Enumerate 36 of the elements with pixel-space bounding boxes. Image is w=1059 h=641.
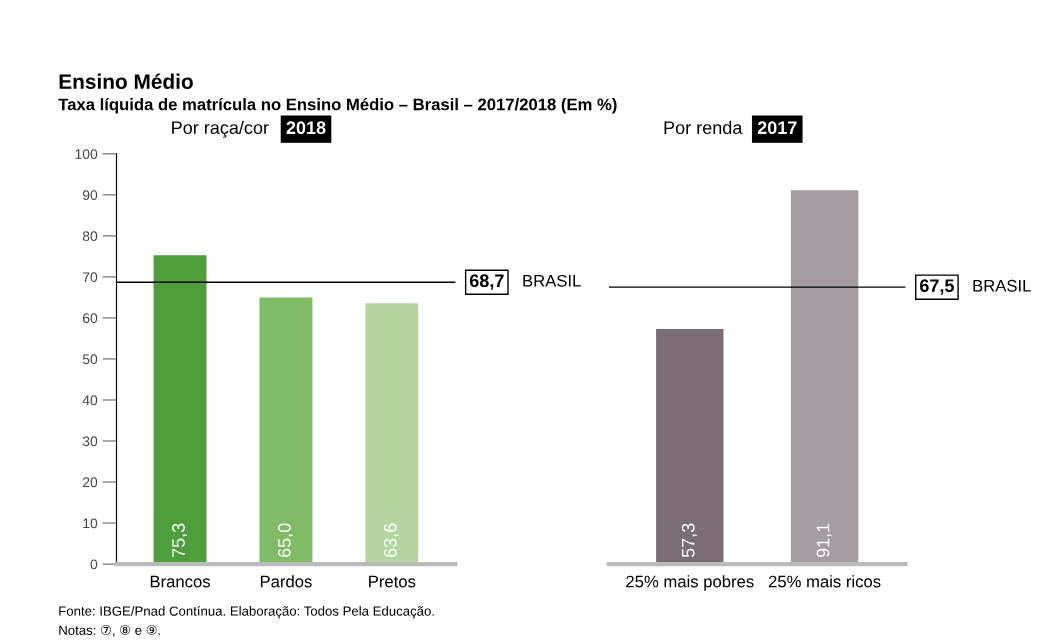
bar xyxy=(153,255,207,565)
source-note: Fonte: IBGE/Pnad Contínua. Elaboração: Todos Pela Educação. xyxy=(59,605,434,619)
data-label: 75,3 xyxy=(172,523,188,557)
data-label: 91,1 xyxy=(816,523,832,558)
ref-line-label: 67,5 xyxy=(919,279,954,295)
x-tick-label: Pretos xyxy=(369,575,416,588)
y-tick-label: 20 xyxy=(82,477,98,488)
y-tick-label: 90 xyxy=(82,190,98,201)
text: Notas: ⑦, ⑧ e ⑨. xyxy=(59,625,160,637)
data-label: 57,3 xyxy=(681,523,697,558)
ref-line-label: 68,7 xyxy=(469,274,504,290)
text: 2018 xyxy=(286,121,326,135)
y-tick-label: 80 xyxy=(82,231,98,242)
text: 2017 xyxy=(757,121,797,135)
text: Por raça/cor xyxy=(172,120,269,138)
y-tick-label: 10 xyxy=(83,518,98,529)
text: BRASIL xyxy=(973,279,1031,292)
data-label: 65,0 xyxy=(277,523,293,558)
x-tick-label: Pardos xyxy=(260,575,312,588)
y-tick-label: 70 xyxy=(83,272,98,283)
x-tick-label: 25% mais ricos xyxy=(768,575,881,588)
bar xyxy=(365,303,419,565)
chart-title: Ensino Médio xyxy=(59,73,193,89)
data-label: 63,6 xyxy=(383,523,399,558)
chart-subtitle: Taxa líquida de matrícula no Ensino Médio – Brasil – 2017/2018 (Em %) xyxy=(58,97,617,114)
y-tick-label: 100 xyxy=(75,149,98,160)
text: BRASIL xyxy=(523,274,581,287)
x-tick-label: 25% mais pobres xyxy=(626,575,754,591)
bar xyxy=(259,297,313,565)
x-tick-label: Brancos xyxy=(150,575,210,588)
y-tick-label: 40 xyxy=(82,395,98,406)
text: Por renda xyxy=(664,120,743,135)
y-tick-label: 0 xyxy=(90,559,98,570)
y-tick-label: 60 xyxy=(83,313,98,324)
y-tick-label: 30 xyxy=(82,436,98,447)
y-tick-label: 50 xyxy=(82,354,98,365)
